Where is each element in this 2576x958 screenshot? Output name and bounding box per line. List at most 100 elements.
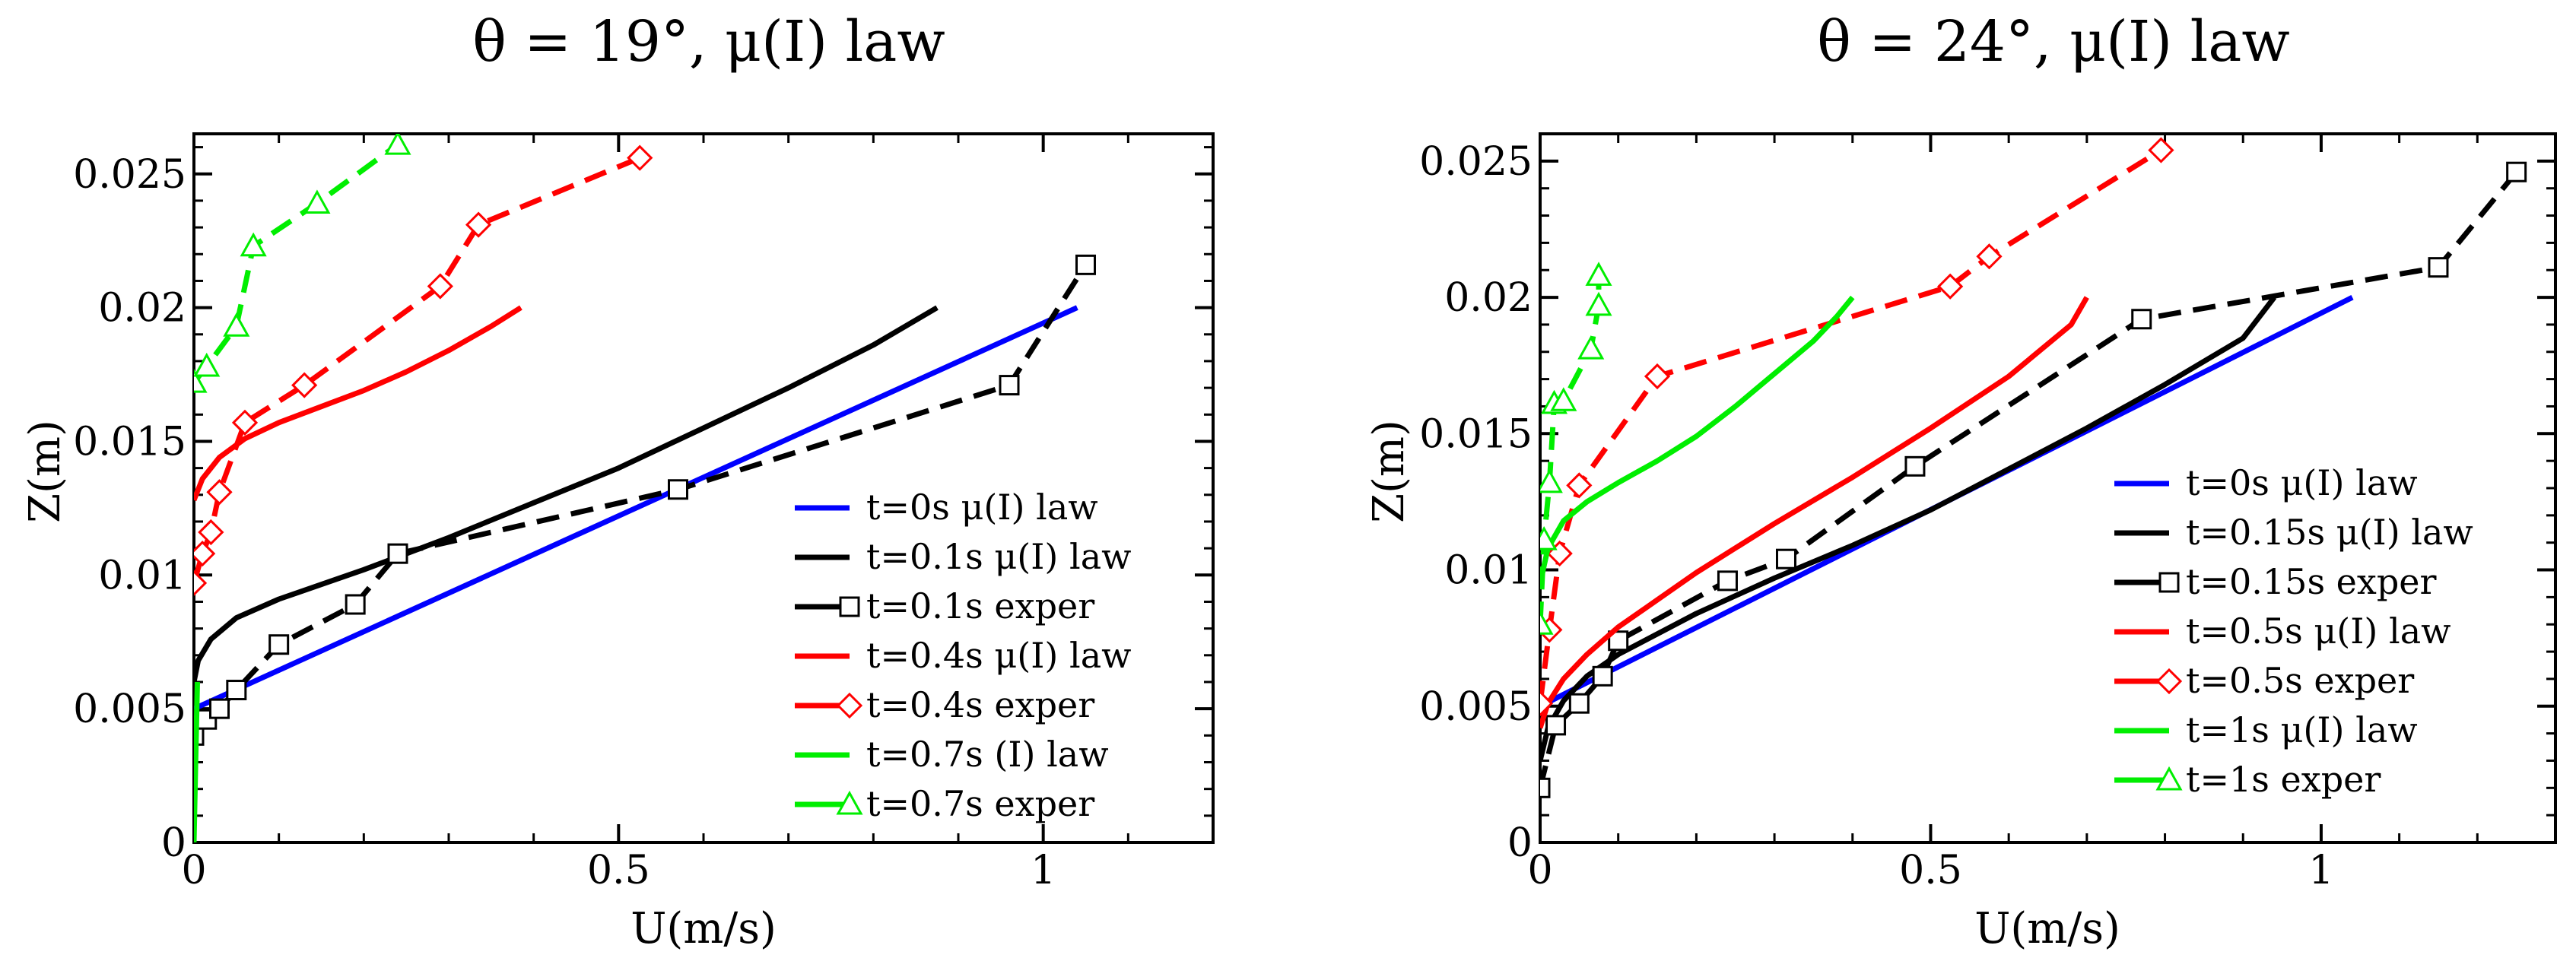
data-point bbox=[627, 144, 653, 171]
y-tick-label: 0.015 bbox=[73, 419, 186, 465]
data-point bbox=[1775, 548, 1796, 569]
y-tick-label: 0.025 bbox=[1419, 139, 1533, 185]
data-point bbox=[1644, 363, 1671, 390]
legend-marker bbox=[836, 790, 863, 815]
series-3 bbox=[1540, 296, 2089, 729]
legend-item: t=1s μ(I) law bbox=[2114, 709, 2418, 750]
series-line bbox=[1540, 295, 1855, 585]
data-point bbox=[194, 352, 221, 377]
legend-item: t=0s μ(I) law bbox=[2114, 462, 2418, 503]
legend-item: t=0.5s μ(I) law bbox=[2114, 611, 2451, 652]
data-point bbox=[1566, 472, 1593, 499]
y-axis-label: Z(m) bbox=[21, 420, 70, 523]
data-point bbox=[209, 698, 230, 719]
series-2 bbox=[1540, 161, 2527, 798]
legend-label: t=0s μ(I) law bbox=[2186, 462, 2418, 503]
series-4 bbox=[194, 144, 653, 596]
y-axis-label: Z(m) bbox=[1364, 420, 1414, 523]
x-tick-label: 1 bbox=[2308, 848, 2333, 893]
data-point bbox=[198, 519, 224, 546]
data-point bbox=[2428, 257, 2449, 278]
data-point bbox=[1717, 570, 1738, 592]
data-point bbox=[345, 594, 366, 615]
data-point bbox=[1540, 526, 1558, 550]
data-point bbox=[1904, 455, 1926, 477]
data-point bbox=[206, 479, 233, 506]
data-point bbox=[2506, 161, 2527, 182]
legend-marker bbox=[2155, 668, 2183, 695]
legend: t=0s μ(I) law t=0.1s μ(I) law t=0.1s exper… bbox=[795, 487, 1132, 824]
data-point bbox=[427, 273, 453, 300]
legend-label: t=0.7s (I) law bbox=[866, 734, 1109, 775]
data-point bbox=[999, 375, 1020, 396]
series-line bbox=[1540, 295, 2277, 762]
data-point bbox=[465, 211, 492, 238]
y-tick-label: 0 bbox=[1507, 820, 1533, 866]
x-tick-label: 0 bbox=[1527, 848, 1552, 893]
legend-item: t=0s μ(I) law bbox=[795, 487, 1098, 528]
legend-label: t=0.1s μ(I) law bbox=[866, 536, 1132, 577]
legend-item: t=0.7s (I) law bbox=[795, 734, 1109, 775]
data-point bbox=[1540, 611, 1554, 635]
legend-label: t=0.1s exper bbox=[866, 585, 1094, 627]
data-point bbox=[1937, 273, 1964, 300]
legend-item: t=0.1s μ(I) law bbox=[795, 536, 1132, 577]
legend-marker bbox=[2155, 766, 2183, 791]
data-point bbox=[387, 543, 408, 564]
legend: t=0s μ(I) law t=0.15s μ(I) law t=0.15s exp… bbox=[2114, 462, 2473, 800]
legend-item: t=0.7s exper bbox=[795, 783, 1094, 824]
series-line bbox=[194, 142, 400, 385]
x-tick-label: 0.5 bbox=[1899, 848, 1962, 893]
chart-title: θ = 19°, μ(I) law bbox=[472, 9, 945, 75]
series-5 bbox=[194, 681, 200, 842]
legend-item: t=0.15s μ(I) law bbox=[2114, 512, 2473, 553]
y-tick-label: 0.025 bbox=[73, 152, 186, 198]
legend-item: t=0.4s exper bbox=[795, 684, 1094, 725]
data-point bbox=[1540, 468, 1563, 493]
data-point bbox=[1545, 715, 1567, 736]
series-0 bbox=[194, 305, 1078, 712]
legend-label: t=0s μ(I) law bbox=[866, 487, 1098, 528]
series-line bbox=[194, 681, 200, 842]
legend-item: t=0.5s exper bbox=[2114, 660, 2414, 701]
legend-label: t=0.15s μ(I) law bbox=[2186, 512, 2473, 553]
y-tick-label: 0.005 bbox=[1419, 684, 1533, 730]
legend-label: t=0.5s exper bbox=[2186, 660, 2414, 701]
x-tick-label: 0.5 bbox=[587, 848, 650, 893]
data-point bbox=[1585, 291, 1612, 316]
data-point bbox=[1976, 243, 2003, 270]
series-2 bbox=[194, 254, 1096, 746]
series-4 bbox=[1540, 137, 2174, 717]
data-point bbox=[1592, 665, 1613, 687]
legend-label: t=0.5s μ(I) law bbox=[2186, 611, 2451, 652]
series-6 bbox=[1540, 262, 1612, 635]
y-tick-label: 0.015 bbox=[1419, 411, 1533, 457]
legend-label: t=0.15s exper bbox=[2186, 561, 2437, 602]
legend-label: t=0.7s exper bbox=[866, 783, 1094, 824]
series-layer bbox=[194, 134, 1096, 842]
data-point bbox=[194, 541, 216, 567]
y-tick-label: 0.02 bbox=[98, 286, 186, 331]
series-6 bbox=[194, 134, 411, 393]
series-line bbox=[1540, 275, 1602, 625]
series-5 bbox=[1540, 295, 1855, 585]
data-point bbox=[1075, 254, 1096, 275]
y-tick-label: 0.005 bbox=[73, 687, 186, 732]
series-line bbox=[194, 155, 641, 584]
legend-label: t=0.4s exper bbox=[866, 684, 1094, 725]
data-point bbox=[291, 372, 318, 398]
legend-marker bbox=[836, 692, 863, 719]
data-point bbox=[1585, 262, 1612, 286]
series-3 bbox=[194, 305, 523, 502]
x-tick-label: 1 bbox=[1031, 848, 1056, 893]
data-point bbox=[231, 409, 259, 436]
legend-marker bbox=[2158, 572, 2180, 593]
chart-title: θ = 24°, μ(I) law bbox=[1817, 9, 2290, 75]
data-point bbox=[1568, 693, 1590, 714]
data-point bbox=[194, 569, 208, 596]
data-point bbox=[223, 312, 250, 337]
data-point bbox=[668, 479, 688, 500]
data-point bbox=[240, 232, 267, 257]
data-point bbox=[1540, 690, 1554, 717]
